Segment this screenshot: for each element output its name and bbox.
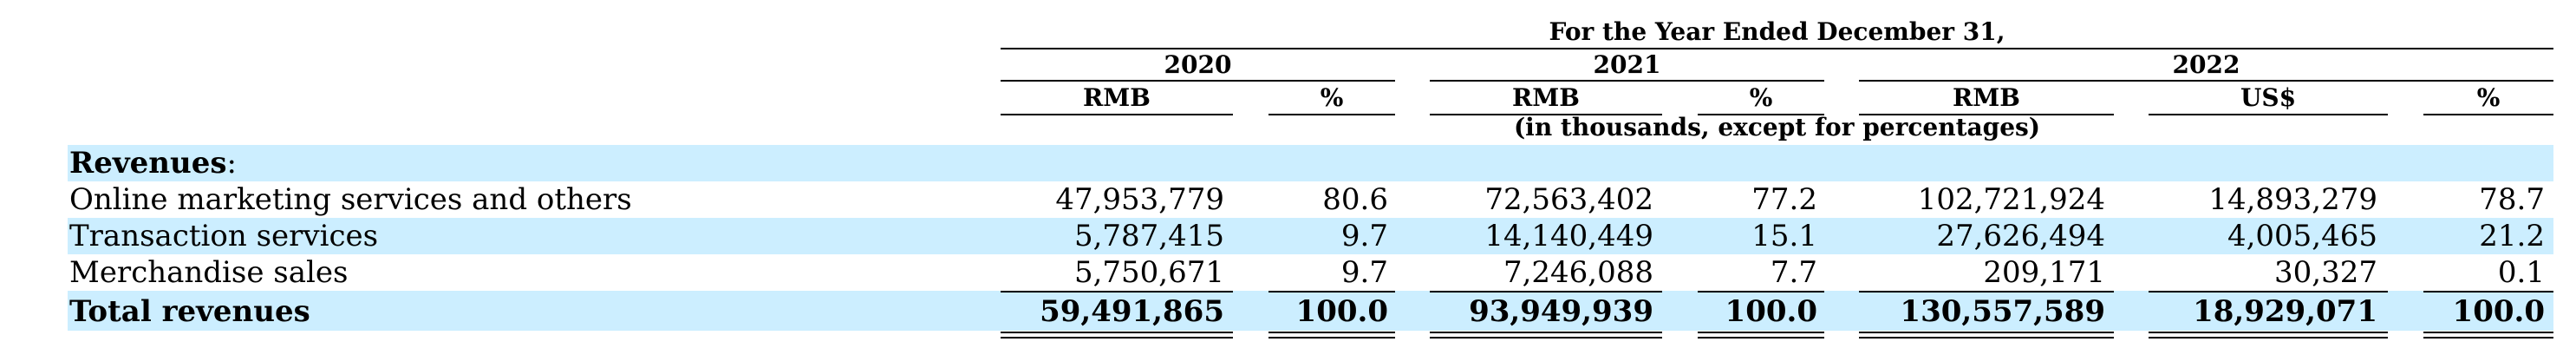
period-header: For the Year Ended December 31, [1549, 17, 2005, 46]
section-label-text: Revenues [69, 146, 227, 181]
cell-value: 7.7 [1770, 255, 1817, 290]
cell-value: 14,893,279 [2208, 182, 2377, 217]
cell-value: 27,626,494 [1936, 219, 2105, 253]
subheader-2021-rmb: RMB [1512, 83, 1580, 112]
total-label: Total revenues [69, 294, 310, 329]
cell-value: 15.1 [1751, 219, 1817, 253]
total-top-rule [1859, 291, 2114, 293]
cell-value: 5,787,415 [1073, 219, 1224, 253]
cell-value: 9.7 [1340, 255, 1388, 290]
total-double-rule [2149, 332, 2388, 339]
cell-value: 9.7 [1340, 219, 1388, 253]
year-2020-rule [1001, 80, 1395, 82]
subheader-rule-6 [2149, 114, 2388, 115]
cell-value: 209,171 [1983, 255, 2105, 290]
subheader-rule-2 [1268, 114, 1395, 115]
cell-value: 21.2 [2479, 219, 2545, 253]
subheader-2022-usd: US$ [2240, 83, 2297, 112]
subheader-2022-percent: % [2476, 83, 2501, 112]
total-top-rule [1268, 291, 1395, 293]
period-header-rule [1001, 48, 2553, 49]
subheader-2021-percent: % [1749, 83, 1773, 112]
total-double-rule [1430, 332, 1662, 339]
cell-value: 47,953,779 [1055, 182, 1224, 217]
section-label-revenues: Revenues: [69, 145, 237, 181]
cell-value: 72,563,402 [1484, 182, 1653, 217]
total-double-rule [1859, 332, 2114, 339]
subheader-rule-7 [2423, 114, 2553, 115]
total-value: 18,929,071 [2193, 294, 2377, 329]
row-label: Transaction services [69, 219, 379, 253]
total-double-rule [1698, 332, 1824, 339]
cell-value: 78.7 [2479, 182, 2545, 217]
cell-value: 30,327 [2274, 255, 2377, 290]
section-label-colon: : [226, 146, 237, 181]
row-band-total [68, 291, 2553, 331]
row-label: Online marketing services and others [69, 182, 632, 217]
subheader-2020-percent: % [1320, 83, 1344, 112]
cell-value: 77.2 [1751, 182, 1817, 217]
total-value: 93,949,939 [1469, 294, 1653, 329]
row-band-revenues [68, 145, 2553, 181]
subheader-rule-4 [1698, 114, 1824, 115]
cell-value: 102,721,924 [1917, 182, 2105, 217]
total-value: 59,491,865 [1040, 294, 1224, 329]
total-double-rule [2423, 332, 2553, 339]
total-value: 100.0 [1725, 294, 1817, 329]
total-value: 100.0 [2452, 294, 2545, 329]
total-top-rule [1001, 291, 1233, 293]
row-band-transaction [68, 218, 2553, 254]
total-top-rule [2149, 291, 2388, 293]
total-double-rule [1268, 332, 1395, 339]
year-2021-rule [1430, 80, 1824, 82]
year-2021-header: 2021 [1593, 50, 1661, 79]
year-2022-header: 2022 [2172, 50, 2240, 79]
subheader-2020-rmb: RMB [1083, 83, 1151, 112]
cell-value: 5,750,671 [1073, 255, 1224, 290]
total-double-rule [1001, 332, 1233, 339]
total-top-rule [2423, 291, 2553, 293]
cell-value: 4,005,465 [2227, 219, 2377, 253]
subheader-rule-3 [1430, 114, 1662, 115]
total-value: 130,557,589 [1900, 294, 2105, 329]
total-value: 100.0 [1295, 294, 1388, 329]
cell-value: 7,246,088 [1503, 255, 1653, 290]
subheader-rule-5 [1859, 114, 2114, 115]
year-2020-header: 2020 [1164, 50, 1232, 79]
row-label: Merchandise sales [69, 255, 349, 290]
cell-value: 80.6 [1322, 182, 1388, 217]
subheader-rule-1 [1001, 114, 1233, 115]
total-top-rule [1430, 291, 1662, 293]
unit-note: (in thousands, except for percentages) [1513, 113, 2041, 141]
total-top-rule [1698, 291, 1824, 293]
year-2022-rule [1859, 80, 2553, 82]
cell-value: 0.1 [2497, 255, 2545, 290]
cell-value: 14,140,449 [1484, 219, 1653, 253]
subheader-2022-rmb: RMB [1953, 83, 2020, 112]
